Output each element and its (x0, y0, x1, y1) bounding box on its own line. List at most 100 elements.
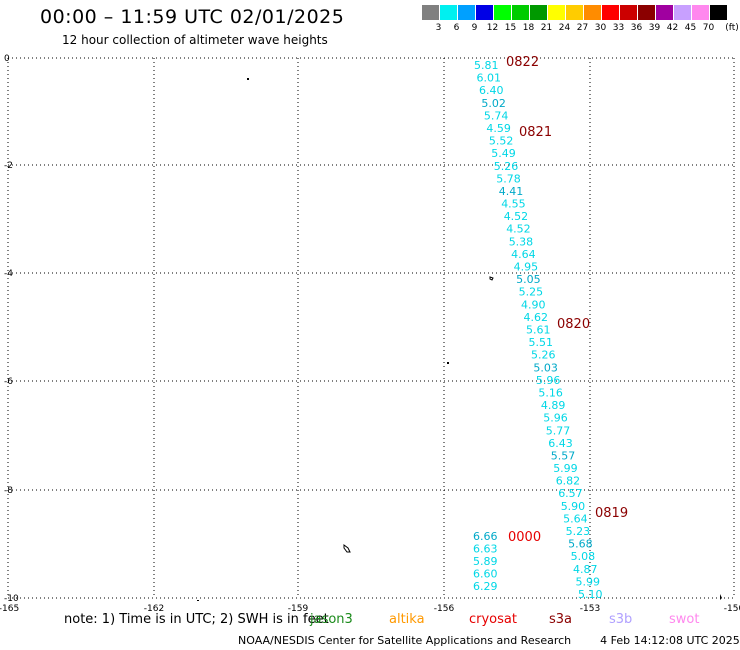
wave-height-label: 4.64 (511, 248, 535, 261)
wave-height-label: 5.81 (474, 59, 499, 72)
wave-height-label: 6.29 (473, 580, 498, 593)
legend-swatch (566, 5, 583, 20)
legend-label: 3 (435, 23, 442, 33)
islands (197, 78, 722, 601)
lat-label: -6 (4, 377, 13, 387)
legend-label: 36 (630, 23, 643, 33)
satellite-name: s3b (609, 612, 633, 627)
lat-label: -10 (4, 594, 19, 604)
legend-label: 42 (666, 23, 679, 33)
wave-height-label: 5.96 (543, 412, 568, 425)
wave-height-label: 6.01 (477, 72, 502, 85)
wave-height-label: 4.87 (573, 563, 598, 576)
legend-swatch (512, 5, 529, 20)
legend-swatch (602, 5, 619, 20)
wave-height-label: 5.25 (519, 286, 544, 299)
legend-label: 39 (648, 23, 661, 33)
satellite-name: altika (389, 612, 425, 627)
wave-height-label: 5.74 (484, 109, 509, 122)
wave-height-label: 5.16 (538, 387, 563, 400)
wave-height-label: 4.90 (521, 298, 546, 311)
wave-height-label: 5.68 (568, 538, 593, 551)
legend-swatch (476, 5, 493, 20)
satellite-name: swot (669, 612, 700, 627)
map-title: 00:00 – 11:59 UTC 02/01/2025 (40, 6, 345, 28)
wave-height-label: 4.62 (524, 311, 549, 324)
altimeter-track-main: 5.816.016.405.025.744.595.525.495.265.78… (474, 55, 628, 601)
legend-label: 21 (540, 23, 553, 33)
island (247, 78, 249, 80)
legend-label: 12 (486, 23, 499, 33)
wave-height-label: 5.51 (529, 336, 554, 349)
wave-height-label: 6.43 (548, 437, 573, 450)
lon-label: -159 (288, 604, 309, 614)
map-grid (7, 57, 735, 599)
lat-label: -2 (4, 161, 13, 171)
pass-time-label: 0000 (508, 530, 541, 545)
axis-labels: -165 -162 -159 -156 -153 -150 0 -2 -4 -6 -8 -10 (0, 54, 740, 614)
legend-label: 6 (453, 23, 460, 33)
wave-height-label: 5.02 (481, 97, 506, 110)
legend-label: 27 (576, 23, 589, 33)
legend-label: 30 (594, 23, 607, 33)
wave-height-label: 4.95 (514, 261, 539, 274)
legend-label: 24 (558, 23, 571, 33)
wave-height-label: 6.63 (473, 543, 498, 556)
wave-height-label: 6.66 (473, 530, 498, 543)
wave-height-label: 5.03 (533, 361, 558, 374)
legend-swatch (458, 5, 475, 20)
wave-height-label: 5.49 (491, 147, 516, 160)
legend-swatch (710, 5, 727, 20)
satellite-name: cryosat (469, 612, 517, 627)
legend-label: 18 (522, 23, 535, 33)
wave-height-label: 5.38 (509, 235, 534, 248)
wave-height-label: 5.05 (516, 273, 541, 286)
wave-height-label: 4.41 (499, 185, 524, 198)
pass-time-label: 0820 (557, 317, 590, 332)
lat-label: 0 (4, 54, 10, 64)
timestamp-text: 4 Feb 14:12:08 UTC 2025 (600, 634, 740, 647)
wave-height-label: 5.77 (546, 424, 571, 437)
legend-swatch (584, 5, 601, 20)
lon-label: -150 (724, 604, 740, 614)
legend-swatch (422, 5, 439, 20)
lat-label: -4 (4, 269, 13, 279)
legend-swatch (440, 5, 457, 20)
legend-swatch (638, 5, 655, 20)
legend-label: 33 (612, 23, 625, 33)
footer: NOAA/NESDIS Center for Satellite Applica… (238, 634, 740, 647)
wave-height-label: 6.57 (558, 487, 583, 500)
credit-text: NOAA/NESDIS Center for Satellite Applica… (238, 634, 572, 647)
wave-height-label: 5.96 (536, 374, 561, 387)
wave-height-label: 5.99 (576, 575, 601, 588)
legend-label: 45 (684, 23, 697, 33)
legend-swatch (692, 5, 709, 20)
island (197, 600, 199, 601)
wave-height-label: 4.59 (486, 122, 511, 135)
wave-height-label: 5.57 (551, 450, 576, 463)
lon-label: -153 (580, 604, 600, 614)
pass-time-label: 0822 (506, 55, 539, 70)
wave-height-label: 4.55 (501, 198, 526, 211)
wave-height-label: 6.60 (473, 568, 498, 581)
note-text: note: 1) Time is in UTC; 2) SWH is in fe… (64, 612, 329, 627)
lon-label: -165 (0, 604, 19, 614)
wave-height-label: 5.08 (571, 550, 596, 563)
lat-label: -8 (4, 486, 13, 496)
wave-height-label: 5.52 (489, 135, 514, 148)
legend-label: 70 (702, 23, 715, 33)
wave-height-label: 6.82 (556, 475, 581, 488)
wave-height-label: 6.40 (479, 84, 504, 97)
wave-height-label: 5.26 (531, 349, 556, 362)
note-label: note: 1) Time is in UTC; 2) SWH is in fe… (64, 612, 329, 627)
lon-label: -156 (434, 604, 455, 614)
legend-swatch (494, 5, 511, 20)
wave-height-label: 4.89 (541, 399, 566, 412)
wave-height-label: 5.90 (561, 500, 586, 513)
legend-swatch (530, 5, 547, 20)
pass-time-label: 0821 (519, 125, 552, 140)
legend-label: 9 (471, 23, 478, 33)
legend-label: 15 (504, 23, 517, 33)
legend-swatch (548, 5, 565, 20)
